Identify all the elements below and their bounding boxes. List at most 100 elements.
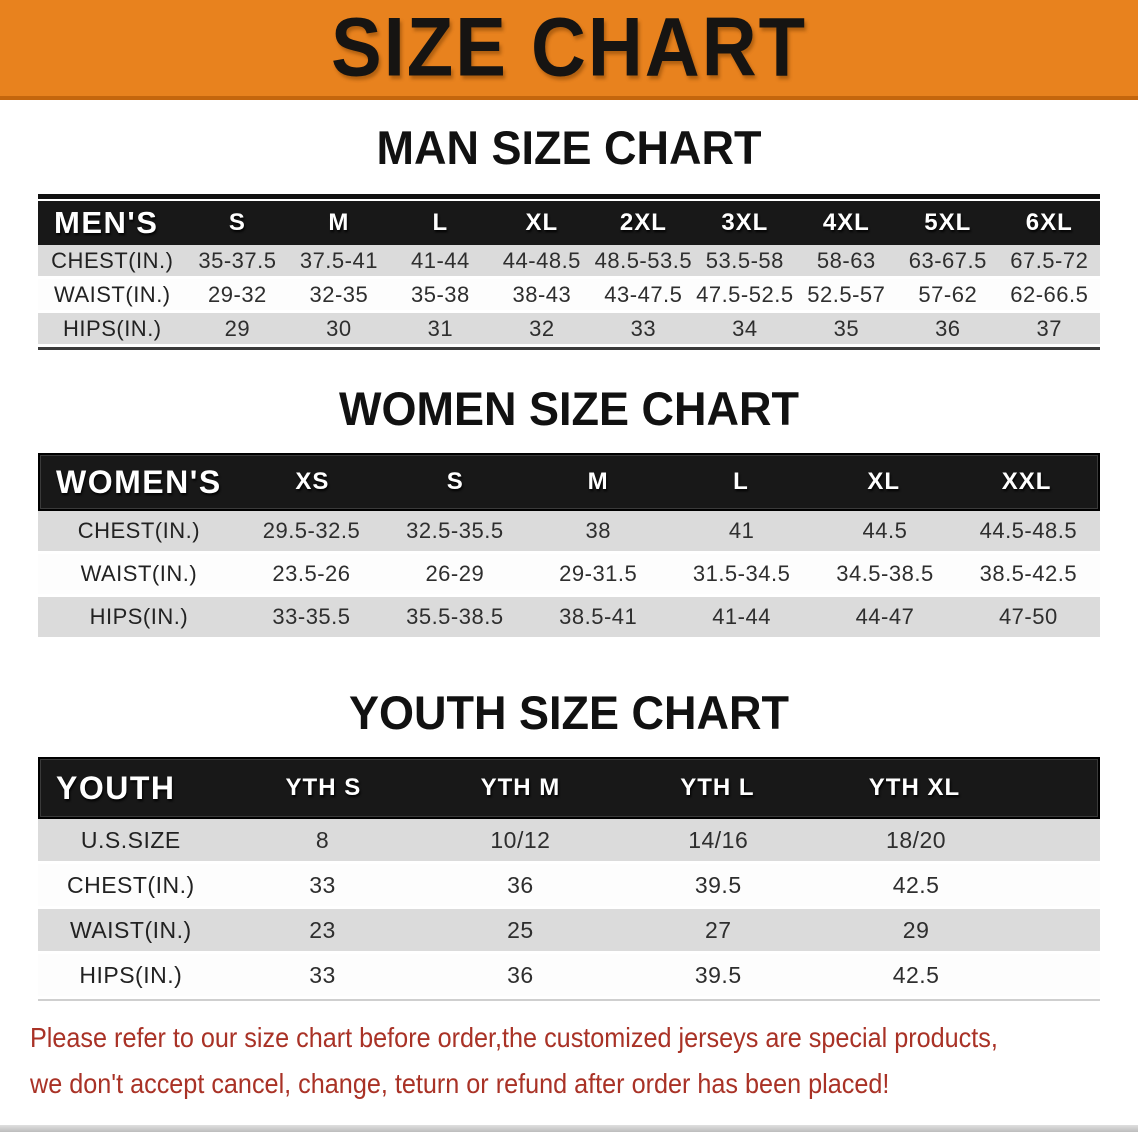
table-cell: 35.5-38.5 <box>406 604 504 629</box>
disclaimer-text: Please refer to our size chart before or… <box>30 1015 1027 1107</box>
table-corner-label: MEN'S <box>54 205 159 240</box>
table-cell: 37.5-41 <box>299 247 378 273</box>
table-cell: 63-67.5 <box>908 247 987 273</box>
disclaimer-line-1: Please refer to our size chart before or… <box>30 1022 998 1053</box>
bottom-strip <box>0 1125 1138 1132</box>
table-row: HIPS(IN.) 33 36 39.5 42.5 <box>38 954 1100 999</box>
table-cell: 14/16 <box>688 826 749 853</box>
table-cell: 36 <box>935 315 961 341</box>
column-header: L <box>733 468 749 495</box>
table-cell: 29 <box>902 916 930 943</box>
table-cell: 39.5 <box>694 961 742 988</box>
table-cell: 23.5-26 <box>272 561 351 586</box>
table-cell: 32 <box>529 315 555 341</box>
column-header: XL <box>867 468 901 495</box>
table-cell: 41-44 <box>410 247 470 273</box>
table-row: WAIST(IN.) 23.5-26 26-29 29-31.5 31.5-34.5 34… <box>38 554 1100 597</box>
row-label: HIPS(IN.) <box>89 604 189 629</box>
column-header: S <box>446 468 464 495</box>
column-header: 3XL <box>721 209 769 236</box>
table-cell: 29-31.5 <box>559 561 638 586</box>
table-row: U.S.SIZE 8 10/12 14/16 18/20 <box>38 819 1100 864</box>
table-cell: 42.5 <box>892 961 940 988</box>
table-cell: 10/12 <box>490 826 551 853</box>
table-cell: 35-37.5 <box>198 247 277 273</box>
table-cell: 36 <box>507 961 534 988</box>
table-row: HIPS(IN.) 33-35.5 35.5-38.5 38.5-41 41-44 44-… <box>38 597 1100 640</box>
column-header: YTH S <box>285 774 362 801</box>
disclaimer-line-2: we don't accept cancel, change, teturn o… <box>30 1068 890 1099</box>
table-cell: 29-32 <box>208 281 267 307</box>
table-cell: 34 <box>732 315 758 341</box>
column-header: 6XL <box>1025 209 1073 236</box>
row-label: U.S.SIZE <box>80 826 181 853</box>
table-row: CHEST(IN.) 33 36 39.5 42.5 <box>38 864 1100 909</box>
row-label: CHEST(IN.) <box>77 518 201 543</box>
table-cell: 41 <box>728 518 755 543</box>
table-cell: 38 <box>585 518 611 543</box>
youth-section-heading: YOUTH SIZE CHART <box>348 685 789 740</box>
table-cell: 47-50 <box>998 604 1058 629</box>
table-cell: 33-35.5 <box>272 604 351 629</box>
row-label: WAIST(IN.) <box>54 281 171 307</box>
table-cell: 8 <box>315 826 330 853</box>
table-cell: 34.5-38.5 <box>836 561 934 586</box>
table-cell: 42.5 <box>892 871 940 898</box>
men-section-heading: MAN SIZE CHART <box>376 120 762 175</box>
table-row: WAIST(IN.) 23 25 27 29 <box>38 909 1100 954</box>
table-cell: 31 <box>427 315 454 341</box>
column-header: YTH XL <box>868 774 961 801</box>
table-corner-label: YOUTH <box>56 769 176 806</box>
table-cell: 29.5-32.5 <box>262 518 361 543</box>
row-label: WAIST(IN.) <box>69 916 192 943</box>
women-section-heading: WOMEN SIZE CHART <box>339 381 799 436</box>
table-cell: 43-47.5 <box>604 281 683 307</box>
table-cell: 47.5-52.5 <box>696 281 794 307</box>
table-cell: 62-66.5 <box>1010 281 1089 307</box>
row-label: WAIST(IN.) <box>80 561 198 586</box>
row-label: HIPS(IN.) <box>79 961 183 988</box>
table-cell: 37 <box>1036 315 1063 341</box>
section-women: WOMEN SIZE CHART WOMEN'S XS S M L XL XXL CHEST(… <box>0 381 1138 640</box>
column-header: 4XL <box>822 209 870 236</box>
table-cell: 52.5-57 <box>807 281 886 307</box>
table-cell: 33 <box>309 961 336 988</box>
table-cell: 44.5-48.5 <box>979 518 1078 543</box>
table-header-row: MEN'S S M L XL 2XL 3XL 4XL 5XL 6XL <box>38 201 1100 245</box>
table-cell: 31.5-34.5 <box>692 561 791 586</box>
table-cell: 44-47 <box>855 604 915 629</box>
table-row: CHEST(IN.) 29.5-32.5 32.5-35.5 38 41 44.5 44.5… <box>38 511 1100 554</box>
row-label: HIPS(IN.) <box>63 315 162 341</box>
women-size-table: WOMEN'S XS S M L XL XXL CHEST(IN.) 29.5-32.5 32.5… <box>38 453 1100 640</box>
table-cell: 29 <box>224 315 251 341</box>
column-header: M <box>587 468 609 495</box>
column-header: M <box>328 209 350 236</box>
table-cell: 38.5-42.5 <box>979 561 1078 586</box>
table-cell: 30 <box>326 315 352 341</box>
column-header: XL <box>525 209 559 236</box>
table-cell: 23 <box>309 916 336 943</box>
column-header: S <box>228 209 246 236</box>
table-cell: 36 <box>507 871 534 898</box>
column-header: 2XL <box>619 209 667 236</box>
section-men: MAN SIZE CHART MEN'S S M L XL 2XL 3XL 4XL 5XL 6XL… <box>0 120 1138 350</box>
table-row: CHEST(IN.) 35-37.5 37.5-41 41-44 44-48.5 48.5… <box>38 245 1100 279</box>
page-title: SIZE CHART <box>331 0 807 95</box>
table-row: WAIST(IN.) 29-32 32-35 35-38 38-43 43-47.5 47.… <box>38 279 1100 313</box>
youth-size-table: YOUTH YTH S YTH M YTH L YTH XL U.S.SIZE 8 10/12… <box>38 757 1100 1001</box>
men-size-table: MEN'S S M L XL 2XL 3XL 4XL 5XL 6XL CHEST(IN.) 35-37… <box>38 194 1100 350</box>
table-header-row: YOUTH YTH S YTH M YTH L YTH XL <box>38 757 1100 819</box>
row-label: CHEST(IN.) <box>66 871 195 898</box>
table-cell: 35-38 <box>410 281 470 307</box>
table-cell: 25 <box>507 916 534 943</box>
row-label: CHEST(IN.) <box>51 247 174 273</box>
column-header: YTH L <box>680 774 755 801</box>
banner: SIZE CHART <box>0 0 1138 100</box>
table-cell: 44-48.5 <box>502 247 581 273</box>
table-cell: 32.5-35.5 <box>406 518 504 543</box>
table-cell: 38.5-41 <box>559 604 638 629</box>
column-header: XS <box>295 468 330 495</box>
table-cell: 41-44 <box>712 604 771 629</box>
table-cell: 57-62 <box>918 281 978 307</box>
